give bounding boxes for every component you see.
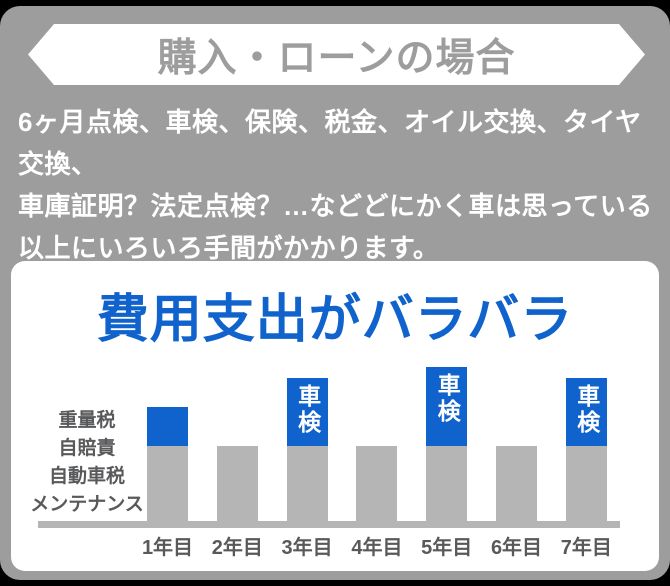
cost-item-label-4: メンテナンス [30, 494, 144, 515]
cost-item-label-3: 自動車税 [48, 466, 125, 487]
cost-item-label-2: 自賠責 [58, 438, 116, 459]
chart-left-labels: 重量税自賠責自動車税メンテナンス [27, 407, 147, 519]
chart: 重量税自賠責自動車税メンテナンス 1年目 2年目 車検 3年目 4年目 車検 5年目 6年目 車… [11, 261, 659, 571]
intro-line-1: 6ヶ月点検、車検、保険、税金、オイル交換、タイヤ交換、 [18, 107, 642, 179]
x-axis-label-5年目: 5年目 [421, 537, 473, 559]
bar-group-6年目 [496, 446, 537, 521]
bar-group-2年目 [216, 446, 258, 521]
kensha-segment [147, 407, 188, 446]
bar-group-4年目 [356, 446, 398, 521]
kensha-segment: 車検 [426, 367, 468, 446]
intro-line-2: 車庫証明？法定点検？…などどにかく車は思っている [18, 191, 653, 221]
page-background: 購入・ローンの場合 6ヶ月点検、車検、保険、税金、オイル交換、タイヤ交換、 車庫… [0, 6, 670, 580]
bar-group-3年目: 車検 [286, 378, 328, 521]
x-axis-label-6年目: 6年目 [490, 537, 543, 559]
cost-item-label-1: 重量税 [58, 410, 116, 431]
base-cost-segment [565, 446, 607, 521]
card-title: 費用支出がバラバラ [96, 291, 574, 349]
banner-label: 購入・ローンの場合 [157, 36, 516, 80]
bar-group-1年目 [147, 407, 188, 521]
base-cost-segment [426, 446, 468, 521]
x-axis-label-7年目: 7年目 [560, 537, 612, 559]
x-axis-label-3年目: 3年目 [281, 537, 333, 559]
kensha-segment: 車検 [565, 378, 607, 446]
chart-baseline [38, 521, 620, 528]
base-cost-segment [356, 446, 398, 521]
kensha-label: 車検 [294, 384, 321, 436]
base-cost-segment [496, 446, 537, 521]
base-cost-segment [147, 446, 188, 521]
intro-text: 6ヶ月点検、車検、保険、税金、オイル交換、タイヤ交換、 車庫証明？法定点検？…な… [18, 101, 660, 269]
bar-group-7年目: 車検 [565, 378, 607, 521]
purchase-loan-banner: 購入・ローンの場合 [28, 24, 645, 85]
kensha-label: 車検 [573, 384, 600, 436]
x-axis-label-1年目: 1年目 [141, 537, 194, 559]
kensha-segment: 車検 [286, 378, 328, 446]
x-axis-label-4年目: 4年目 [351, 537, 403, 559]
base-cost-segment [216, 446, 258, 521]
cost-card: 費用支出がバラバラ 重量税自賠責自動車税メンテナンス 1年目 2年目 車検 3年目 4年… [11, 261, 659, 571]
intro-line-3: 以上にいろいろ手間がかかります。 [18, 233, 440, 263]
base-cost-segment [286, 446, 328, 521]
x-axis-label-2年目: 2年目 [211, 537, 263, 559]
kensha-label: 車検 [434, 373, 461, 425]
bar-group-5年目: 車検 [426, 367, 468, 521]
